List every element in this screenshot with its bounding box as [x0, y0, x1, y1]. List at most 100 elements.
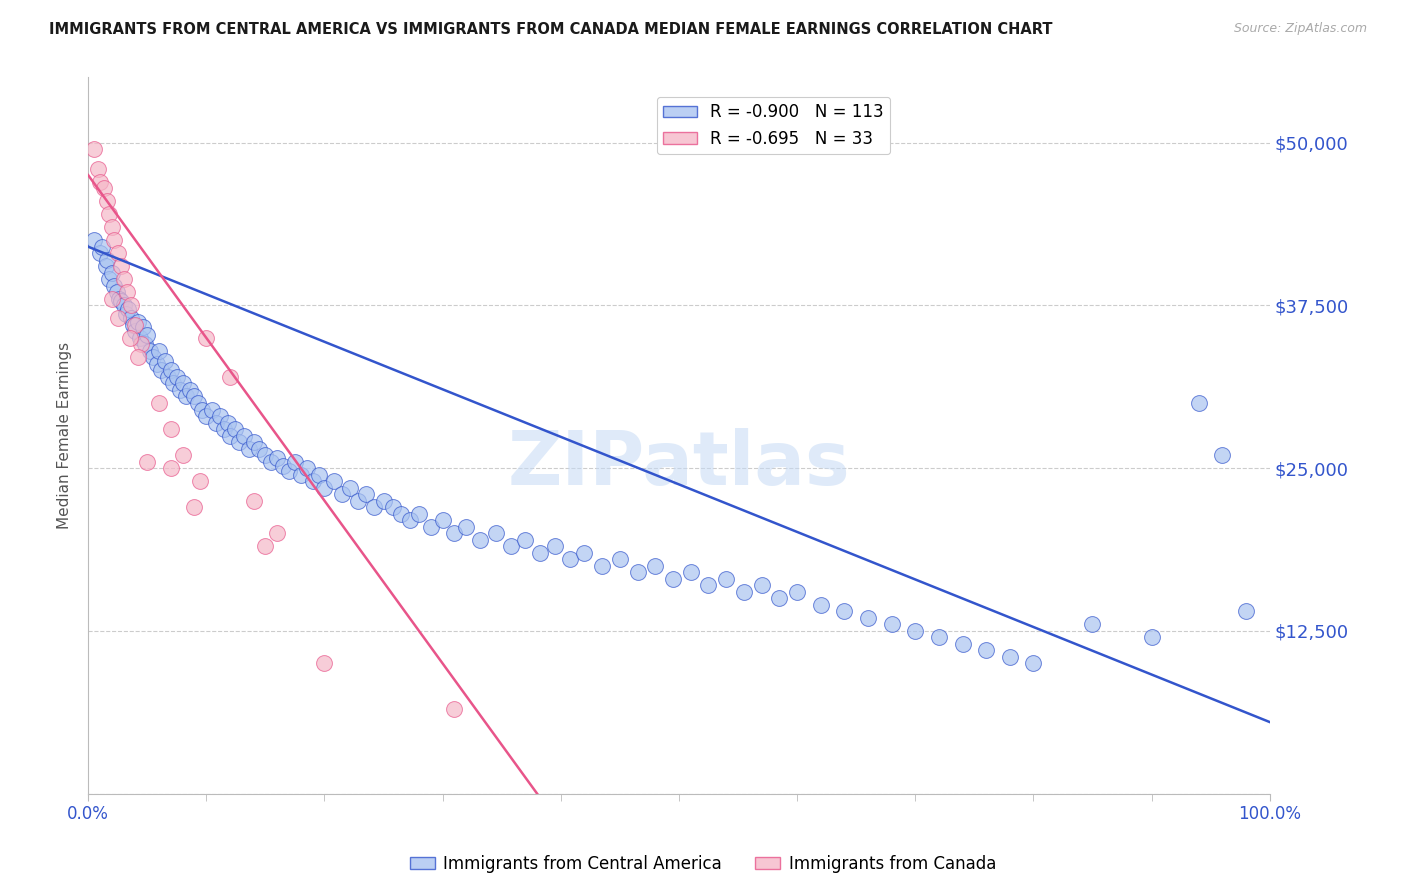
Point [308, 467, 330, 482]
Point [86, 161, 108, 176]
Point [108, 292, 131, 306]
Point [138, 343, 160, 358]
Point [786, 584, 808, 599]
Point [120, 311, 142, 326]
Point [94, 260, 117, 274]
Point [160, 422, 183, 436]
Point [301, 474, 323, 488]
Point [107, 311, 129, 326]
Point [195, 409, 218, 423]
Point [1234, 604, 1257, 618]
Point [1211, 448, 1233, 462]
Point [974, 643, 997, 657]
Point [105, 285, 128, 300]
Point [295, 461, 318, 475]
Point [233, 428, 256, 442]
Point [219, 428, 242, 442]
Point [928, 631, 950, 645]
Point [219, 370, 242, 384]
Point [112, 298, 135, 312]
Point [398, 513, 420, 527]
Point [1022, 657, 1045, 671]
Point [238, 442, 260, 456]
Point [131, 337, 153, 351]
Point [904, 624, 927, 638]
Point [160, 363, 183, 377]
Point [169, 383, 191, 397]
Point [810, 598, 832, 612]
Point [408, 507, 430, 521]
Point [107, 246, 129, 260]
Point [1188, 396, 1211, 410]
Point [117, 302, 139, 317]
Point [714, 572, 737, 586]
Point [768, 591, 790, 606]
Point [443, 526, 465, 541]
Point [363, 500, 385, 515]
Text: ZIPatlas: ZIPatlas [508, 427, 851, 500]
Point [101, 220, 124, 235]
Point [127, 351, 149, 365]
Point [456, 519, 478, 533]
Point [83, 233, 105, 247]
Point [183, 389, 205, 403]
Point [389, 507, 412, 521]
Point [560, 552, 582, 566]
Point [101, 266, 124, 280]
Point [249, 442, 271, 456]
Point [89, 246, 111, 260]
Point [83, 142, 105, 156]
Point [271, 458, 294, 473]
Point [103, 233, 125, 247]
Legend: Immigrants from Central America, Immigrants from Canada: Immigrants from Central America, Immigra… [404, 848, 1002, 880]
Point [443, 702, 465, 716]
Point [142, 351, 165, 365]
Point [89, 175, 111, 189]
Point [103, 278, 125, 293]
Point [314, 481, 336, 495]
Point [166, 370, 188, 384]
Point [290, 467, 312, 482]
Point [751, 578, 773, 592]
Text: IMMIGRANTS FROM CENTRAL AMERICA VS IMMIGRANTS FROM CANADA MEDIAN FEMALE EARNINGS: IMMIGRANTS FROM CENTRAL AMERICA VS IMMIG… [49, 22, 1053, 37]
Y-axis label: Median Female Earnings: Median Female Earnings [58, 342, 72, 529]
Point [93, 181, 115, 195]
Point [419, 519, 441, 533]
Point [626, 566, 648, 580]
Point [172, 376, 194, 391]
Point [183, 500, 205, 515]
Point [278, 464, 301, 478]
Point [187, 396, 209, 410]
Point [98, 272, 121, 286]
Point [145, 357, 167, 371]
Point [382, 500, 405, 515]
Point [153, 354, 176, 368]
Point [373, 493, 395, 508]
Point [529, 546, 551, 560]
Point [174, 389, 197, 403]
Point [242, 493, 264, 508]
Point [346, 493, 368, 508]
Point [952, 637, 974, 651]
Point [432, 513, 454, 527]
Point [157, 370, 180, 384]
Point [228, 435, 250, 450]
Point [254, 539, 277, 553]
Point [260, 454, 283, 468]
Point [834, 604, 856, 618]
Point [190, 402, 212, 417]
Point [195, 331, 218, 345]
Point [574, 546, 596, 560]
Point [131, 320, 153, 334]
Point [136, 328, 159, 343]
Point [110, 260, 132, 274]
Point [501, 539, 523, 553]
Point [190, 474, 212, 488]
Point [544, 539, 567, 553]
Point [91, 240, 114, 254]
Legend: R = -0.900   N = 113, R = -0.695   N = 33: R = -0.900 N = 113, R = -0.695 N = 33 [657, 96, 890, 154]
Point [314, 657, 336, 671]
Point [697, 578, 720, 592]
Point [148, 343, 170, 358]
Point [201, 402, 224, 417]
